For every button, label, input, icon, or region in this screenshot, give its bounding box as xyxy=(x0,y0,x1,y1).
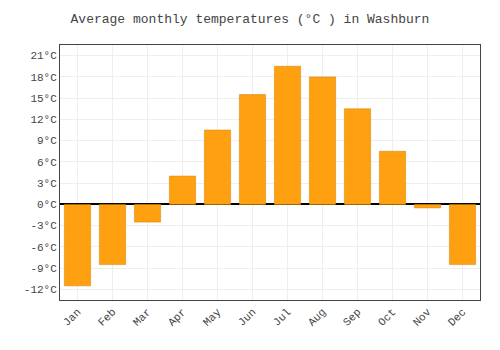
svg-text:21°C: 21°C xyxy=(30,50,57,62)
svg-text:Mar: Mar xyxy=(131,306,153,328)
svg-text:6°C: 6°C xyxy=(37,157,57,169)
svg-text:Jun: Jun xyxy=(236,306,258,328)
svg-text:Feb: Feb xyxy=(96,306,118,328)
svg-text:-3°C: -3°C xyxy=(30,220,57,232)
svg-text:9°C: 9°C xyxy=(37,135,57,147)
svg-text:Jul: Jul xyxy=(271,306,293,328)
svg-text:15°C: 15°C xyxy=(30,93,57,105)
svg-text:Oct: Oct xyxy=(376,306,398,328)
svg-text:-12°C: -12°C xyxy=(24,284,57,296)
svg-text:Dec: Dec xyxy=(446,306,468,328)
svg-text:18°C: 18°C xyxy=(30,72,57,84)
svg-text:Average monthly temperatures (: Average monthly temperatures (°C ) in Wa… xyxy=(71,12,430,27)
svg-text:-9°C: -9°C xyxy=(30,263,57,275)
svg-text:0°C: 0°C xyxy=(37,199,57,211)
svg-text:-6°C: -6°C xyxy=(30,242,57,254)
svg-text:Jan: Jan xyxy=(61,306,83,328)
svg-text:Aug: Aug xyxy=(306,306,328,328)
svg-text:Sep: Sep xyxy=(341,306,363,328)
svg-text:3°C: 3°C xyxy=(37,178,57,190)
svg-text:12°C: 12°C xyxy=(30,114,57,126)
svg-text:May: May xyxy=(201,306,224,329)
svg-text:Apr: Apr xyxy=(166,306,188,328)
svg-text:Nov: Nov xyxy=(411,306,434,329)
